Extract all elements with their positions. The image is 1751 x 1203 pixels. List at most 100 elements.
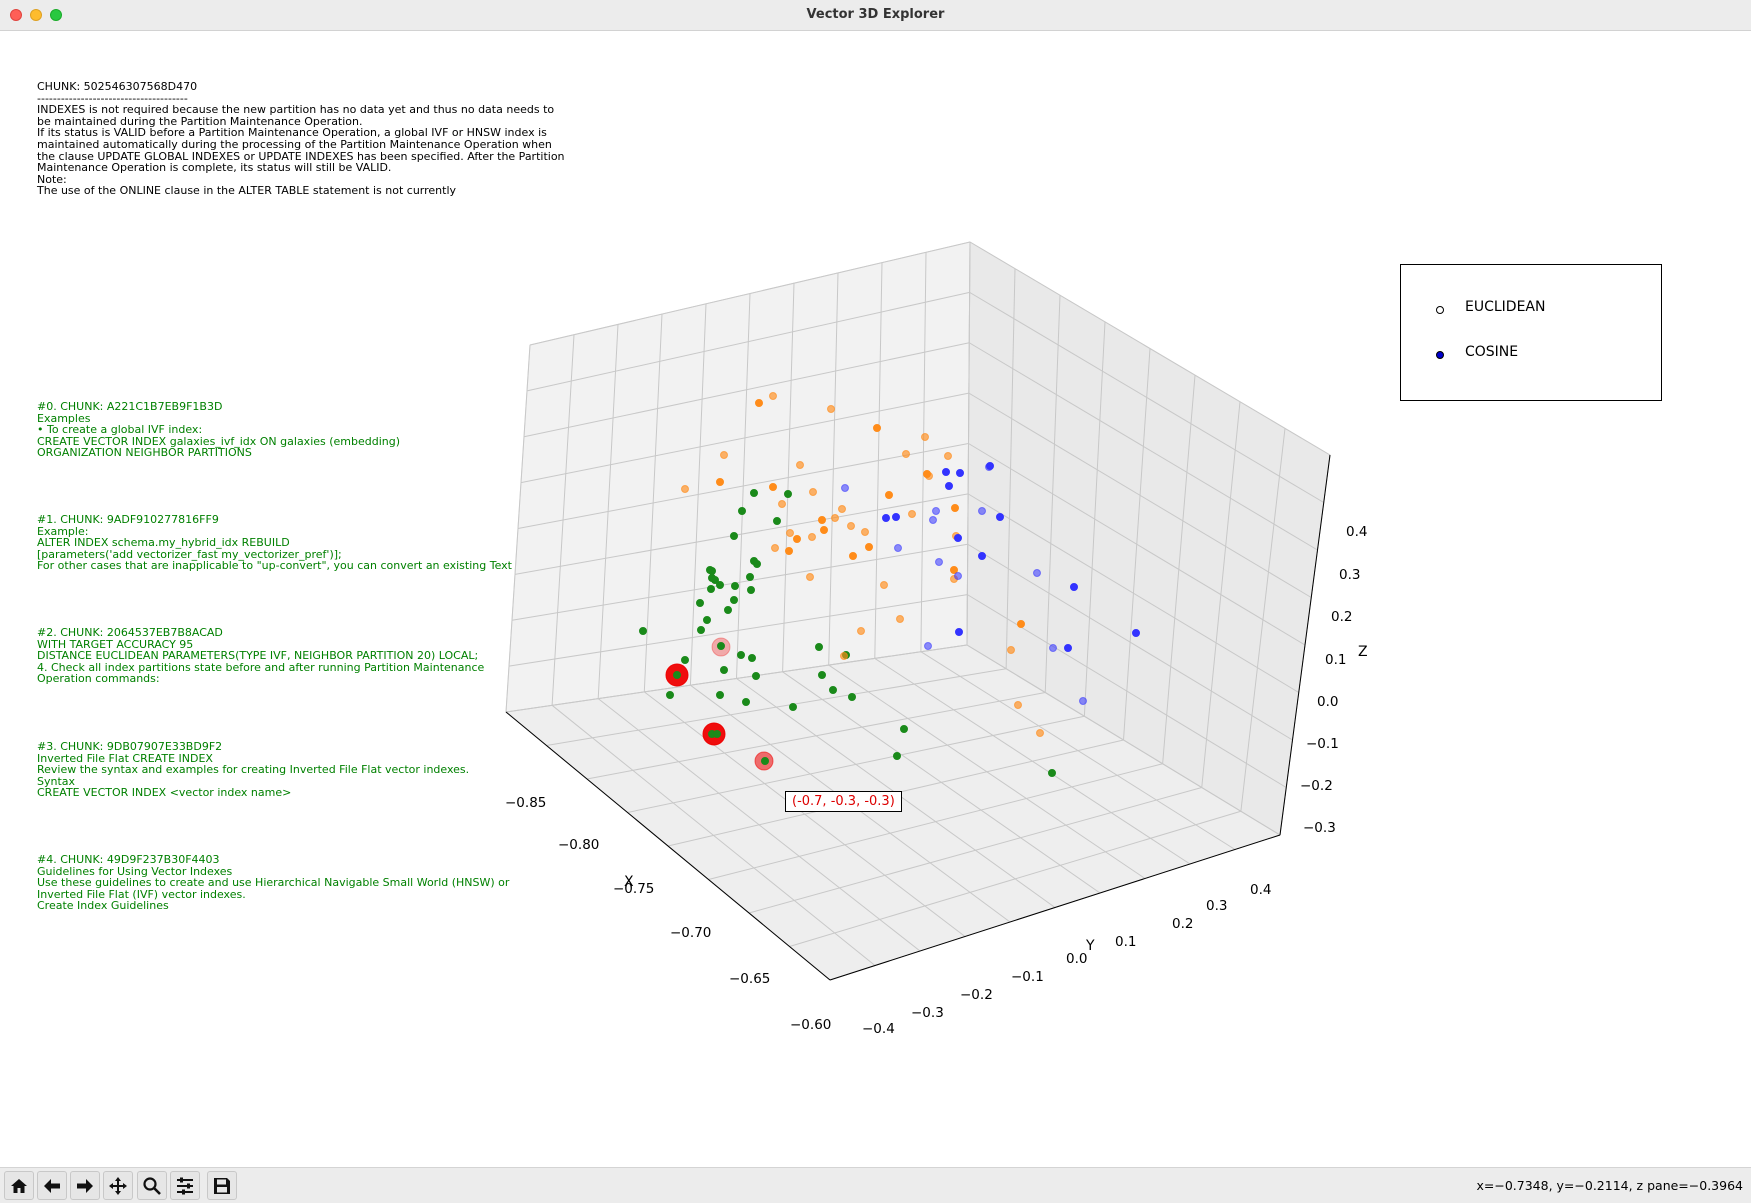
orange-point [769, 483, 777, 491]
orange-point [681, 485, 689, 493]
window-title: Vector 3D Explorer [806, 7, 945, 22]
orange-point [925, 472, 933, 480]
blue-point [1064, 644, 1072, 652]
pan-button[interactable] [103, 1171, 133, 1200]
blue-point [1132, 629, 1140, 637]
sliders-icon [177, 1177, 193, 1194]
green-point [717, 642, 725, 650]
z-tick-label: −0.2 [1300, 778, 1333, 794]
grid-lines [505, 241, 1331, 981]
blue-point [892, 513, 900, 521]
orange-point [849, 552, 857, 560]
green-point [815, 643, 823, 651]
orange-point [716, 478, 724, 486]
search-icon [143, 1176, 161, 1195]
green-point [893, 752, 901, 760]
green-point [784, 490, 792, 498]
orange-point [847, 522, 855, 530]
home-icon [11, 1178, 27, 1193]
green-point [697, 626, 705, 634]
green-point [900, 725, 908, 733]
x-tick-label: −0.75 [613, 881, 655, 897]
toolbar: x=−0.7348, y=−0.2114, z pane=−0.3964 [0, 1167, 1751, 1203]
green-point [713, 730, 721, 738]
blue-point [956, 469, 964, 477]
y-tick-label: −0.3 [911, 1005, 944, 1021]
blue-point [1079, 697, 1087, 705]
orange-point [769, 392, 777, 400]
orange-point [944, 452, 952, 460]
orange-point [827, 405, 835, 413]
x-tick-label: −0.85 [505, 795, 547, 811]
y-tick-label: 0.0 [1066, 951, 1088, 967]
y-tick-label: 0.3 [1206, 898, 1228, 914]
green-point [789, 703, 797, 711]
blue-point [935, 558, 943, 566]
green-point [829, 686, 837, 694]
annotation-text: (-0.7, -0.3, -0.3) [792, 794, 895, 809]
blue-point [954, 534, 962, 542]
axes-lines [505, 454, 1331, 981]
title-bar: Vector 3D Explorer [0, 0, 1751, 31]
green-point [673, 671, 681, 679]
orange-point [921, 433, 929, 441]
forward-button[interactable] [70, 1171, 100, 1200]
scatter-3d-plot[interactable] [0, 31, 1751, 1167]
x-tick-label: −0.70 [670, 925, 712, 941]
blue-point [942, 468, 950, 476]
orange-point [902, 450, 910, 458]
z-tick-label: 0.4 [1346, 524, 1368, 540]
configure-button[interactable] [170, 1171, 200, 1200]
z-tick-label: −0.3 [1303, 820, 1336, 836]
orange-point [786, 529, 794, 537]
orange-point [885, 491, 893, 499]
y-tick-label: −0.1 [1011, 969, 1044, 985]
euclidean-marker [1436, 306, 1444, 314]
orange-point [831, 514, 839, 522]
zoom-button[interactable] [137, 1171, 167, 1200]
y-tick-label: 0.4 [1250, 882, 1272, 898]
orange-point [771, 544, 779, 552]
minimize-window-button[interactable] [30, 9, 42, 21]
green-point [707, 585, 715, 593]
green-point [711, 576, 719, 584]
point-annotation: (-0.7, -0.3, -0.3) [785, 791, 902, 812]
orange-point [1036, 729, 1044, 737]
green-point [716, 581, 724, 589]
x-tick-label: −0.60 [790, 1017, 832, 1033]
z-axis-label: Z [1358, 644, 1368, 660]
move-icon [109, 1176, 127, 1195]
save-button[interactable] [207, 1171, 237, 1200]
green-point [738, 507, 746, 515]
blue-point [929, 516, 937, 524]
y-tick-label: −0.2 [960, 987, 993, 1003]
blue-point [954, 572, 962, 580]
close-window-button[interactable] [10, 9, 22, 21]
green-point [724, 606, 732, 614]
orange-point [755, 399, 763, 407]
status-coords: x=−0.7348, y=−0.2114, z pane=−0.3964 [1476, 1178, 1744, 1193]
y-axis-label: Y [1086, 938, 1095, 954]
z-tick-label: 0.3 [1339, 567, 1361, 583]
result-item-3: #3. CHUNK: 9DB07907E33BD9F2 Inverted Fil… [37, 740, 470, 800]
zoom-window-button[interactable] [50, 9, 62, 21]
home-button[interactable] [4, 1171, 34, 1200]
green-point [746, 573, 754, 581]
y-tick-label: 0.2 [1172, 916, 1194, 932]
green-point [747, 586, 755, 594]
green-point [716, 691, 724, 699]
legend-cosine: COSINE [1465, 344, 1519, 360]
blue-point [1033, 569, 1041, 577]
green-point [748, 654, 756, 662]
result-item-0: #0. CHUNK: A221C1B7EB9F1B3D Examples • T… [37, 400, 401, 460]
z-tick-label: 0.0 [1317, 694, 1339, 710]
result-item-4: #4. CHUNK: 49D9F237B30F4403 Guidelines f… [37, 853, 510, 913]
back-button[interactable] [37, 1171, 67, 1200]
legend: EUCLIDEAN COSINE [1400, 264, 1662, 401]
blue-point [924, 642, 932, 650]
orange-point [896, 615, 904, 623]
orange-point [785, 547, 793, 555]
green-point [681, 656, 689, 664]
figure-canvas[interactable]: −0.85 −0.80 −0.75 −0.70 −0.65 −0.60 −0.4 −0.3 −0… [0, 31, 1751, 1167]
y-tick-label: −0.4 [862, 1021, 895, 1037]
